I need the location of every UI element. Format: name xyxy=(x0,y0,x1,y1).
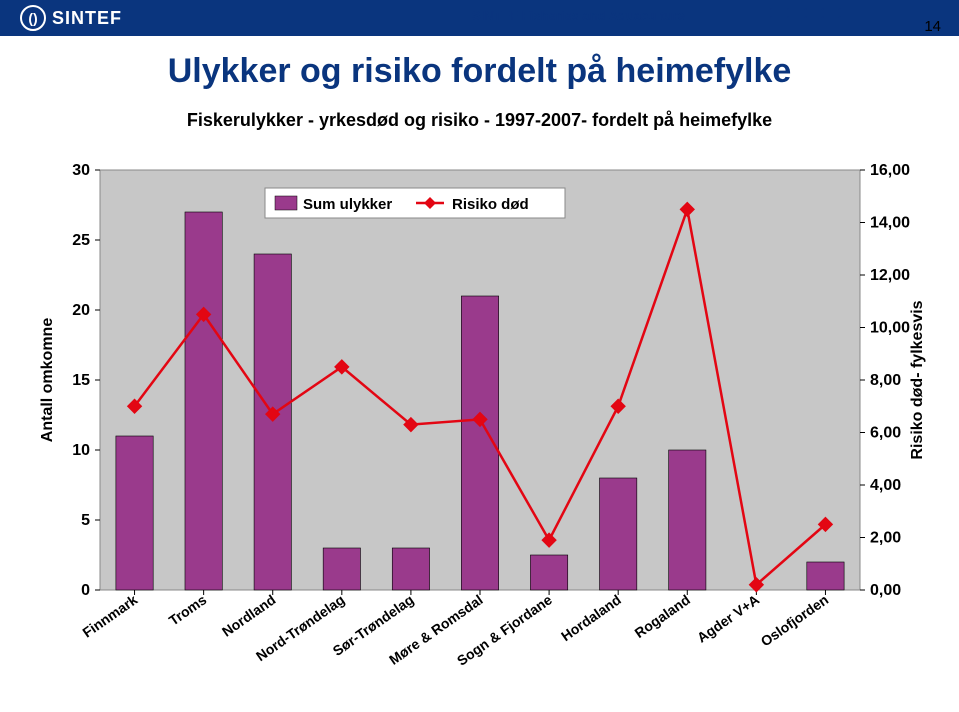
svg-text:10,00: 10,00 xyxy=(870,320,910,337)
svg-text:Troms: Troms xyxy=(166,591,210,628)
svg-text:14,00: 14,00 xyxy=(870,215,910,232)
svg-text:20: 20 xyxy=(72,302,90,319)
svg-text:16,00: 16,00 xyxy=(870,162,910,179)
svg-text:Nordland: Nordland xyxy=(219,591,279,639)
svg-text:5: 5 xyxy=(81,512,90,529)
svg-text:8,00: 8,00 xyxy=(870,372,901,389)
chart: 0 5 10 15 20 25 30 0,00 2,00 4,00 6,00 8,00 10,00 12,… xyxy=(20,150,939,700)
svg-text:0: 0 xyxy=(81,582,90,599)
svg-text:Sum ulykker: Sum ulykker xyxy=(303,196,392,213)
svg-text:Risiko død- fylkesvis: Risiko død- fylkesvis xyxy=(909,300,926,459)
chart-subtitle: Fiskerulykker - yrkesdød og risiko - 199… xyxy=(0,110,959,131)
svg-text:2,00: 2,00 xyxy=(870,530,901,547)
decorative-dots: ▪ ▪ ▪ ▪ ▪▪ ▪ ▪ ▪ ▪ xyxy=(770,6,847,22)
logo: () SINTEF xyxy=(20,5,122,31)
svg-text:6,00: 6,00 xyxy=(870,425,901,442)
svg-text:12,00: 12,00 xyxy=(870,267,910,284)
svg-text:4,00: 4,00 xyxy=(870,477,901,494)
page-title: Ulykker og risiko fordelt på heimefylke xyxy=(0,52,959,91)
svg-text:30: 30 xyxy=(72,162,90,179)
logo-text: SINTEF xyxy=(52,8,122,29)
svg-text:15: 15 xyxy=(72,372,90,389)
svg-text:Risiko død: Risiko død xyxy=(452,196,529,213)
svg-text:Oslofjorden: Oslofjorden xyxy=(758,591,832,649)
svg-text:0,00: 0,00 xyxy=(870,582,901,599)
svg-text:Rogaland: Rogaland xyxy=(632,591,693,641)
page-number: 14 xyxy=(924,18,941,35)
svg-text:Agder V+A: Agder V+A xyxy=(694,591,762,645)
svg-text:Antall omkomne: Antall omkomne xyxy=(39,318,56,443)
svg-text:10: 10 xyxy=(72,442,90,459)
chart-svg: 0 5 10 15 20 25 30 0,00 2,00 4,00 6,00 8,00 10,00 12,… xyxy=(20,150,939,700)
org-name: SINTEF Fisheries and Aquaculture xyxy=(472,8,685,23)
svg-text:Hordaland: Hordaland xyxy=(558,591,624,644)
svg-text:25: 25 xyxy=(72,232,90,249)
logo-icon: () xyxy=(20,5,46,31)
